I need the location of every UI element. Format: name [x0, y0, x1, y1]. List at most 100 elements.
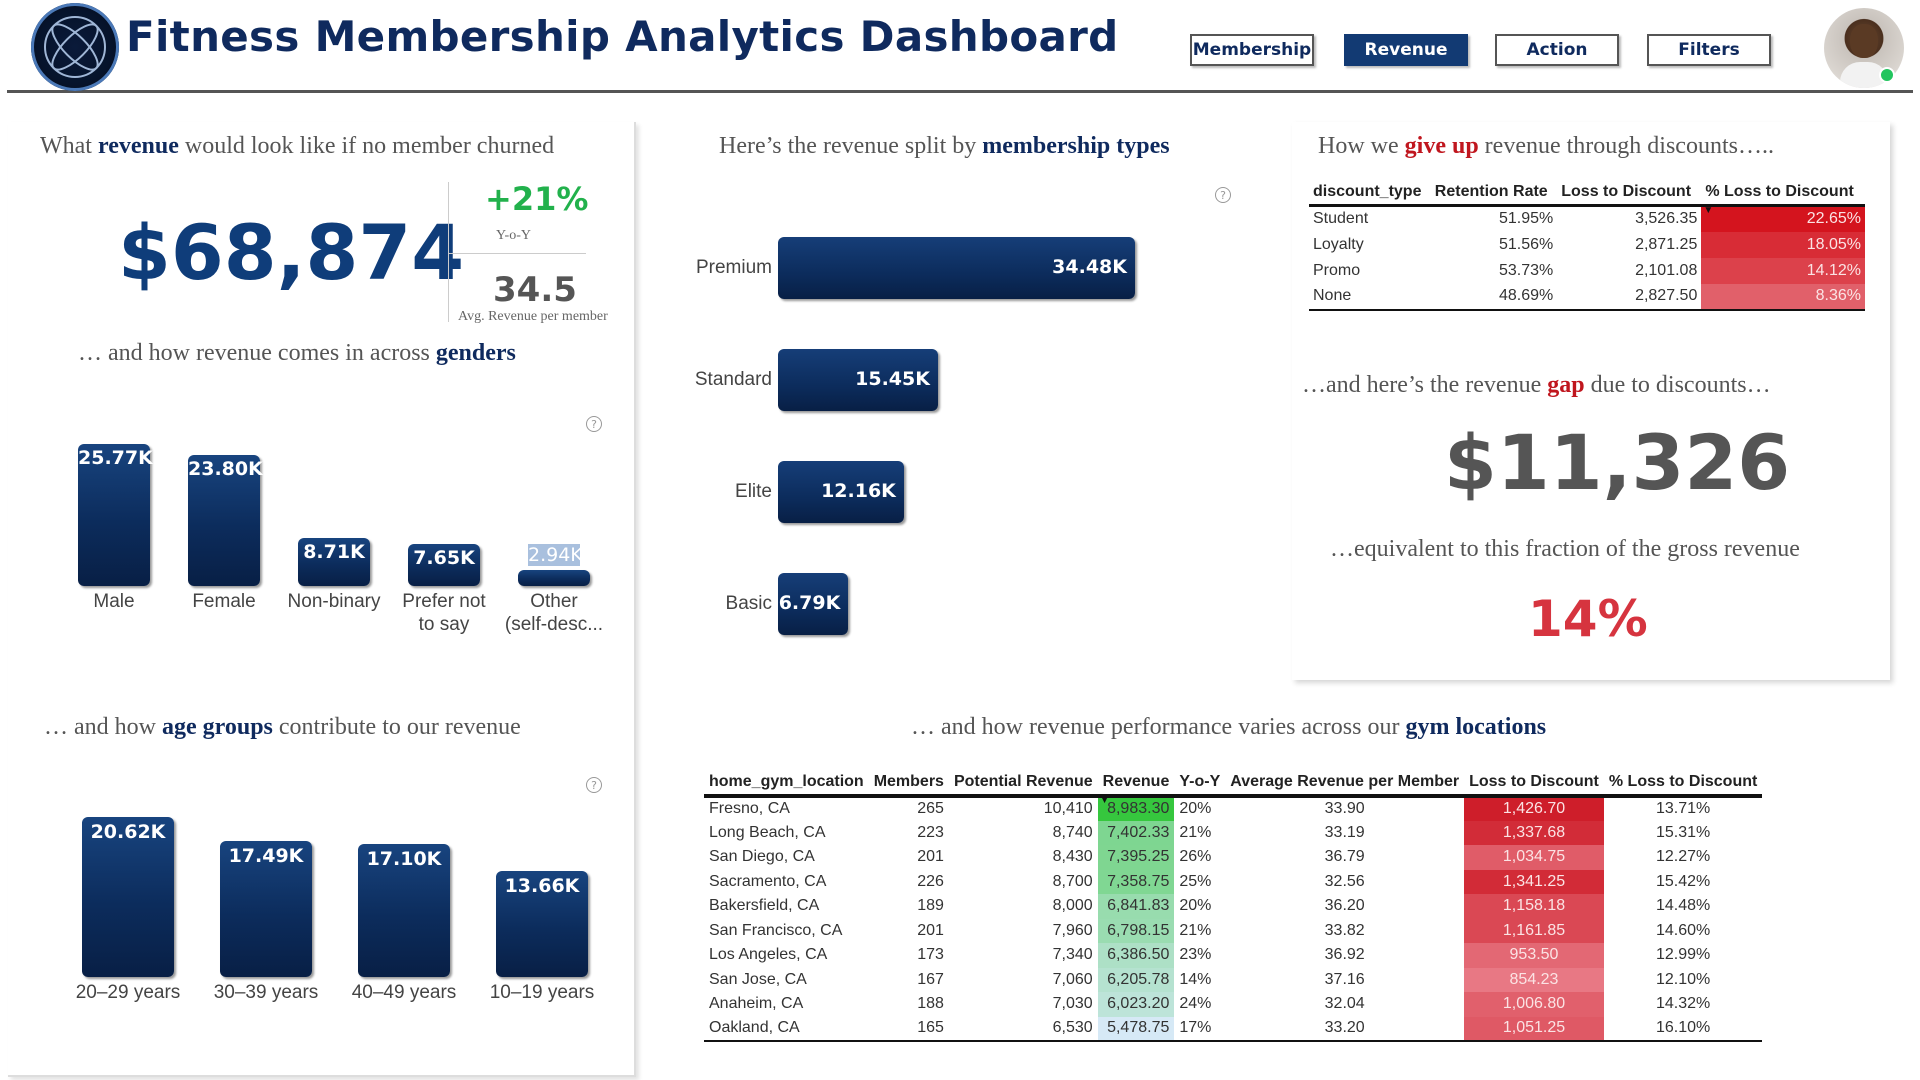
gender-bar[interactable] — [78, 444, 150, 586]
locations-title: … and how revenue performance varies acr… — [911, 714, 1547, 740]
members-cell: 188 — [917, 995, 944, 1013]
discounts-title: How we give up revenue through discounts… — [1318, 133, 1774, 159]
pct-loss-cell: 16.10% — [1603, 1016, 1763, 1042]
table-row[interactable]: Loyalty 51.56% 2,871.25 18.05% — [1309, 231, 1865, 258]
table-row[interactable]: Anaheim, CA 188 7,030 6,023.20 24% 32.04 1,006… — [704, 992, 1762, 1017]
column-header[interactable]: % Loss to Discount — [1603, 770, 1763, 798]
kpi-divider-horizontal — [448, 253, 586, 254]
avg-revenue-cell: 33.20 — [1225, 1016, 1465, 1042]
column-header[interactable]: Loss to Discount — [1464, 770, 1604, 798]
gender-bar[interactable] — [188, 454, 260, 586]
table-row[interactable]: San Francisco, CA 201 7,960 6,798.15 21% 33.8… — [704, 918, 1762, 943]
table-row[interactable]: San Diego, CA 201 8,430 7,395.25 26% 36.79 1,0… — [704, 845, 1762, 870]
question-circle-icon[interactable]: ? — [586, 416, 602, 432]
age-bar[interactable] — [220, 841, 312, 977]
table-row[interactable]: San Jose, CA 167 7,060 6,205.78 14% 37.16 854.… — [704, 967, 1762, 992]
membership-bar-value-label: 15.45K — [855, 368, 930, 390]
location-cell: Fresno, CA — [709, 800, 790, 818]
membership-category-label: Elite — [735, 481, 772, 502]
table-row[interactable]: Student 51.95% 3,526.35 22.65% — [1309, 205, 1865, 232]
question-circle-icon[interactable]: ? — [586, 777, 602, 793]
table-row[interactable]: Los Angeles, CA 173 7,340 6,386.50 23% 36.92 9… — [704, 943, 1762, 968]
loss-to-discount-cell: 1,158.18 — [1464, 894, 1604, 919]
table-row[interactable]: Promo 53.73% 2,101.08 14.12% — [1309, 257, 1865, 284]
revenue-gap-title: …and here’s the revenue gap due to disco… — [1302, 372, 1771, 398]
revenue-cell: 5,478.75 — [1097, 1016, 1175, 1042]
header-bar: Fitness Membership Analytics Dashboard M… — [7, 0, 1913, 93]
yoy-cell: 21% — [1179, 823, 1212, 841]
column-header[interactable]: discount_type — [1309, 180, 1431, 207]
loss-to-discount-cell: 2,871.25 — [1635, 235, 1698, 253]
column-header[interactable]: Retention Rate — [1430, 180, 1558, 207]
gender-bar[interactable] — [408, 543, 480, 586]
column-header[interactable]: Average Revenue per Member — [1225, 770, 1465, 798]
column-header-sorted[interactable]: % Loss to Discount — [1701, 180, 1865, 215]
membership-types-title: Here’s the revenue split by membership t… — [719, 133, 1170, 159]
avg-revenue-cell: 33.82 — [1324, 921, 1365, 939]
pct-loss-cell: 12.10% — [1655, 970, 1711, 988]
gender-category-line: to say — [418, 614, 470, 635]
table-row[interactable]: Long Beach, CA 223 8,740 7,402.33 21% 33.19 1,… — [704, 820, 1762, 845]
yoy-cell: 20% — [1179, 897, 1212, 915]
membership-category-label: Standard — [694, 369, 772, 390]
nav-filters-button[interactable]: Filters — [1647, 34, 1771, 66]
pct-loss-cell: 15.42% — [1655, 872, 1711, 890]
location-cell: San Jose, CA — [709, 970, 807, 988]
gender-category-line: Prefer not — [402, 591, 486, 612]
column-header[interactable]: home_gym_location — [704, 770, 869, 798]
avg-revenue-cell: 36.20 — [1324, 897, 1365, 915]
table-row[interactable]: None 48.69% 2,827.50 8.36% — [1309, 283, 1865, 311]
avg-revenue-kpi: 34.5 — [493, 270, 577, 310]
column-header[interactable]: Members — [868, 770, 949, 798]
gender-bar[interactable] — [298, 538, 370, 586]
discount-type-cell: None — [1309, 283, 1431, 311]
table-row[interactable]: Fresno, CA 265 10,410 8,983.30 20% 33.90 1,426… — [704, 796, 1762, 821]
pct-loss-cell: 14.60% — [1655, 921, 1711, 939]
column-header[interactable]: Potential Revenue — [948, 770, 1098, 798]
retention-rate-cell: 51.56% — [1498, 235, 1554, 253]
table-row[interactable]: Bakersfield, CA 189 8,000 6,841.83 20% 36.20 1… — [704, 894, 1762, 919]
column-header-sorted[interactable]: Revenue — [1097, 770, 1175, 806]
membership-bar[interactable] — [778, 573, 849, 635]
members-cell: 201 — [917, 921, 944, 939]
yoy-cell: 14% — [1179, 970, 1212, 988]
age-groups-title: … and how age groups contribute to our r… — [44, 714, 521, 740]
loss-to-discount-cell: 953.50 — [1464, 943, 1604, 968]
age-bar[interactable] — [82, 817, 174, 977]
age-bar[interactable] — [358, 844, 450, 977]
column-header[interactable]: Loss to Discount — [1557, 180, 1702, 207]
pct-loss-cell: 22.65% — [1701, 205, 1865, 232]
potential-revenue-cell: 7,060 — [1052, 970, 1093, 988]
gender-category-label: Other (self-desc... — [494, 590, 614, 636]
loss-to-discount-cell: 1,426.70 — [1464, 796, 1604, 821]
gender-category-label: Male — [54, 590, 174, 613]
retention-rate-cell: 53.73% — [1498, 261, 1554, 279]
potential-revenue-cell: 8,700 — [1052, 872, 1093, 890]
membership-bar[interactable] — [778, 461, 904, 523]
gender-category-line: Female — [192, 591, 256, 612]
gender-bar-value-label: 23.80K — [188, 457, 263, 480]
revenue-cell: 6,841.83 — [1097, 894, 1175, 919]
table-row[interactable]: Oakland, CA 165 6,530 5,478.75 17% 33.20 1,051… — [704, 1016, 1763, 1042]
locations-table: home_gym_location Members Potential Reve… — [704, 770, 1763, 1042]
discount-type-cell: Loyalty — [1313, 235, 1364, 253]
nav-membership-button[interactable]: Membership — [1190, 34, 1314, 66]
gross-fraction-kpi: 14% — [1528, 590, 1648, 648]
age-bar[interactable] — [496, 871, 588, 977]
avg-revenue-cell: 32.04 — [1324, 995, 1365, 1013]
age-category-label: 10–19 years — [489, 982, 595, 1003]
yoy-cell: 24% — [1179, 995, 1212, 1013]
membership-bar[interactable] — [778, 349, 938, 411]
avg-revenue-cell: 33.19 — [1324, 823, 1365, 841]
nav-revenue-button[interactable]: Revenue — [1344, 34, 1468, 66]
gender-bar[interactable] — [518, 569, 590, 586]
column-header[interactable]: Y-o-Y — [1174, 770, 1226, 798]
potential-revenue-cell: 7,960 — [1052, 921, 1093, 939]
pct-loss-cell: 13.71% — [1655, 800, 1711, 818]
yoy-label: Y-o-Y — [496, 228, 531, 243]
nav-action-button[interactable]: Action — [1495, 34, 1619, 66]
question-circle-icon[interactable]: ? — [1215, 187, 1231, 203]
membership-bar[interactable] — [778, 237, 1135, 299]
membership-category-label: Premium — [695, 257, 772, 278]
table-row[interactable]: Sacramento, CA 226 8,700 7,358.75 25% 32.56 1,… — [704, 869, 1762, 894]
